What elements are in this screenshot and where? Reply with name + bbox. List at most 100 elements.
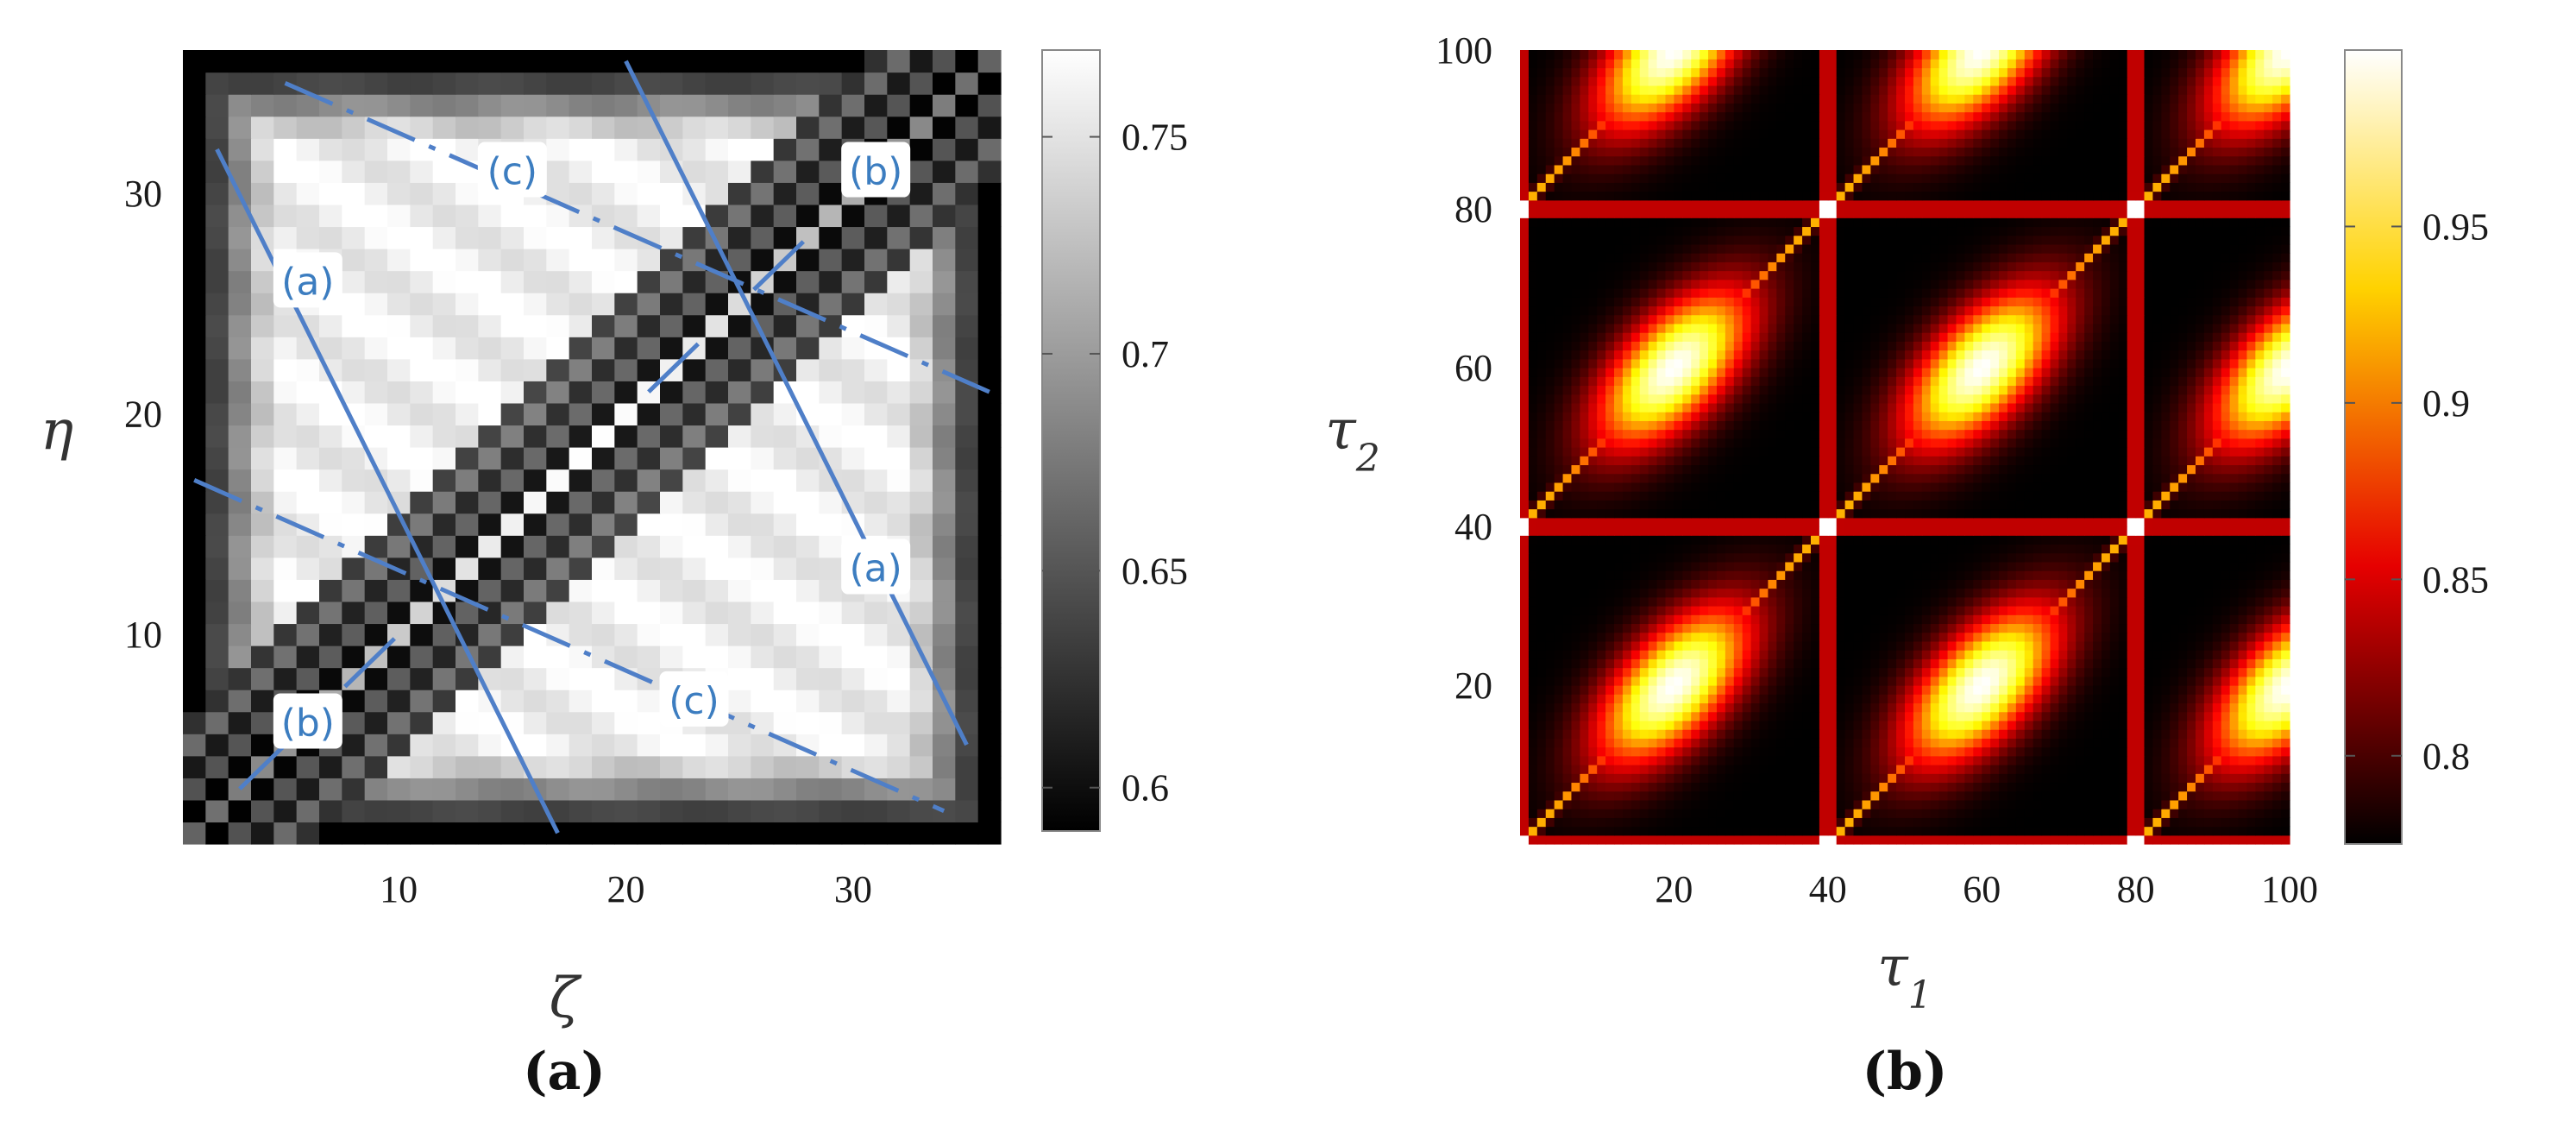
- heatmap-cell: [1853, 702, 1863, 713]
- heatmap-cell: [1819, 650, 1829, 659]
- heatmap-cell: [1999, 817, 2008, 828]
- heatmap-cell: [2015, 667, 2026, 677]
- heatmap-cell: [478, 50, 502, 73]
- heatmap-cell: [751, 469, 775, 492]
- heatmap-cell: [2203, 746, 2214, 757]
- heatmap-cell: [2135, 544, 2146, 554]
- heatmap-cell: [2264, 579, 2273, 589]
- heatmap-cell: [1768, 834, 1777, 845]
- heatmap-cell: [1597, 552, 1606, 563]
- heatmap-cell: [1622, 500, 1632, 510]
- heatmap-cell: [1674, 517, 1683, 527]
- heatmap-cell: [751, 755, 775, 778]
- heatmap-cell: [2246, 526, 2256, 536]
- heatmap-cell: [1870, 508, 1880, 519]
- heatmap-cell: [2144, 596, 2154, 607]
- heatmap-cell: [2152, 755, 2162, 765]
- heatmap-cell: [296, 822, 320, 845]
- heatmap-cell: [2170, 561, 2179, 571]
- heatmap-cell: [1648, 517, 1658, 527]
- heatmap-cell: [2264, 817, 2273, 828]
- heatmap-cell: [1913, 544, 1923, 554]
- heatmap-cell: [2084, 790, 2094, 801]
- heatmap-cell: [841, 822, 865, 845]
- heatmap-cell: [751, 799, 775, 823]
- heatmap-cell: [1879, 809, 1888, 818]
- heatmap-cell: [1733, 720, 1744, 730]
- heatmap-cell: [1776, 755, 1786, 765]
- heatmap-cell: [682, 755, 707, 778]
- heatmap-cell: [1844, 500, 1855, 510]
- heatmap-cell: [909, 513, 933, 536]
- heatmap-cell: [841, 293, 865, 316]
- heatmap-cell: [1819, 720, 1829, 730]
- heatmap-cell: [205, 778, 229, 801]
- heatmap-cell: [1605, 596, 1615, 607]
- heatmap-cell: [1785, 596, 1794, 607]
- heatmap-cell: [933, 557, 956, 580]
- heatmap-cell: [1990, 826, 2000, 836]
- heatmap-cell: [2264, 685, 2273, 695]
- heatmap-cell: [2024, 799, 2034, 809]
- heatmap-cell: [205, 734, 229, 757]
- heatmap-cell: [2067, 526, 2077, 536]
- heatmap-cell: [1990, 640, 2000, 651]
- heatmap-cell: [1580, 658, 1589, 669]
- heatmap-cell: [1973, 809, 1982, 818]
- heatmap-cell: [1639, 773, 1649, 784]
- heatmap-cell: [2109, 623, 2120, 633]
- heatmap-cell: [1956, 535, 1965, 545]
- heatmap-cell: [1691, 711, 1700, 721]
- heatmap-cell: [1759, 526, 1769, 536]
- heatmap-cell: [1622, 517, 1632, 527]
- heatmap-cell: [1545, 711, 1555, 721]
- heatmap-cell: [2041, 782, 2051, 792]
- heatmap-cell: [2058, 640, 2068, 651]
- heatmap-cell: [2178, 623, 2188, 633]
- heatmap-cell: [2007, 694, 2017, 704]
- heatmap-cell: [955, 646, 979, 669]
- heatmap-cell: [1665, 809, 1674, 818]
- heatmap-cell: [319, 491, 342, 514]
- heatmap-cell: [592, 822, 615, 845]
- heatmap-cell: [751, 646, 775, 669]
- heatmap-cell: [909, 601, 933, 625]
- heatmap-cell: [410, 270, 434, 293]
- heatmap-cell: [2093, 570, 2102, 580]
- heatmap-cell: [682, 646, 707, 669]
- heatmap-cell: [2170, 579, 2179, 589]
- heatmap-cell: [524, 116, 547, 139]
- heatmap-cell: [2024, 535, 2034, 545]
- heatmap-cell: [2264, 650, 2273, 659]
- heatmap-cell: [1853, 694, 1863, 704]
- annotation-label-box: [841, 538, 911, 595]
- heatmap-cell: [1785, 632, 1794, 642]
- heatmap-cell: [1528, 561, 1538, 571]
- heatmap-cell: [955, 734, 979, 757]
- heatmap-cell: [1571, 508, 1580, 519]
- heatmap-cell: [546, 293, 570, 316]
- heatmap-cell: [1802, 790, 1812, 801]
- heatmap-cell: [2135, 799, 2146, 809]
- heatmap-cell: [1819, 491, 1829, 501]
- heatmap-cell: [2272, 526, 2282, 536]
- heatmap-cell: [1630, 790, 1641, 801]
- heatmap-cell: [2170, 508, 2179, 519]
- heatmap-cell: [1545, 738, 1555, 748]
- heatmap-cell: [1665, 667, 1674, 677]
- heatmap-cell: [2084, 650, 2094, 659]
- heatmap-cell: [682, 557, 707, 580]
- heatmap-cell: [2246, 738, 2256, 748]
- heatmap-cell: [1605, 535, 1615, 545]
- heatmap-cell: [319, 667, 342, 690]
- heatmap-cell: [1622, 817, 1632, 828]
- heatmap-cell: [1759, 508, 1769, 519]
- heatmap-cell: [2101, 685, 2111, 695]
- heatmap-cell: [2118, 508, 2128, 519]
- heatmap-cell: [1776, 782, 1786, 792]
- heatmap-cell: [1605, 826, 1615, 836]
- heatmap-cell: [1836, 809, 1846, 818]
- heatmap-cell: [2246, 834, 2256, 845]
- heatmap-cell: [614, 138, 638, 161]
- heatmap-cell: [569, 160, 593, 183]
